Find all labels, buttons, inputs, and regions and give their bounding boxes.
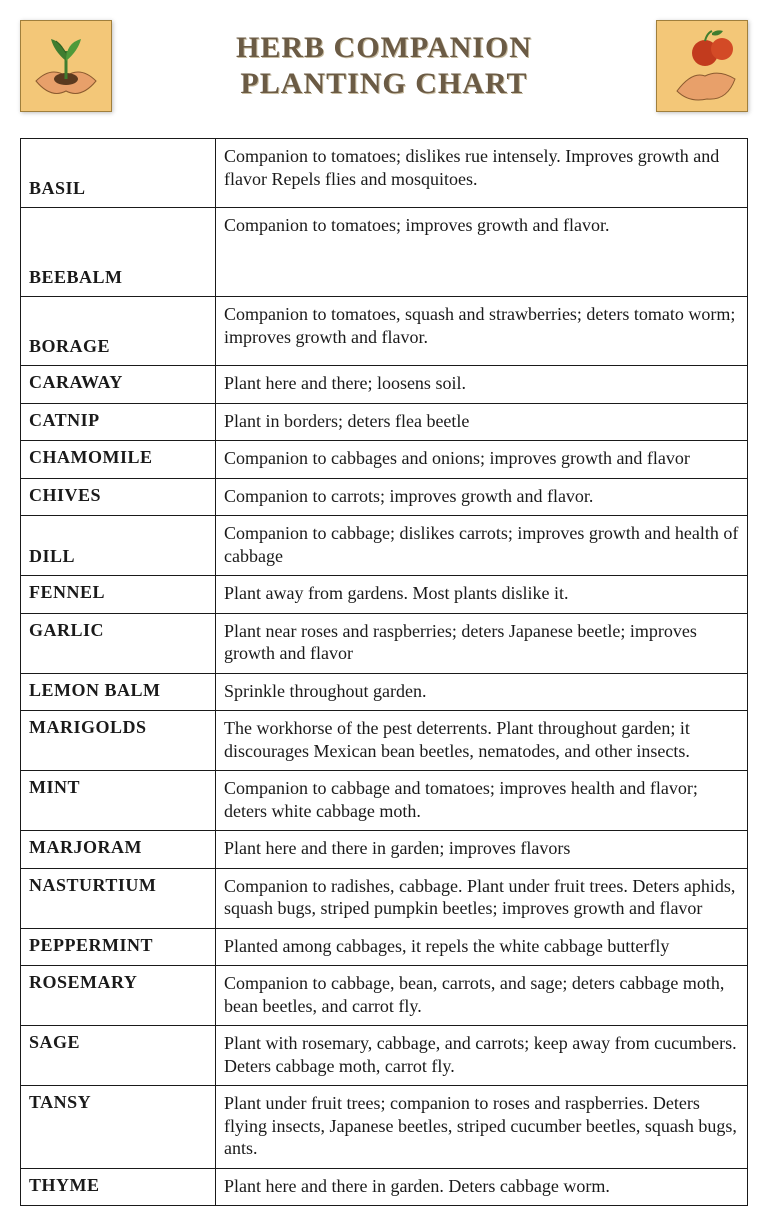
herb-name: BEEBALM	[21, 208, 216, 297]
herb-name: CARAWAY	[21, 366, 216, 404]
herb-name: SAGE	[21, 1026, 216, 1086]
table-row: DILLCompanion to cabbage; dislikes carro…	[21, 516, 748, 576]
table-row: BEEBALMCompanion to tomatoes; improves g…	[21, 208, 748, 297]
herb-description: Plant under fruit trees; companion to ro…	[216, 1086, 748, 1169]
hands-holding-sprout-icon	[20, 20, 112, 112]
table-row: BASILCompanion to tomatoes; dislikes rue…	[21, 139, 748, 208]
herb-description: Companion to cabbage, bean, carrots, and…	[216, 966, 748, 1026]
herb-description: Companion to radishes, cabbage. Plant un…	[216, 868, 748, 928]
herb-description: The workhorse of the pest deterrents. Pl…	[216, 711, 748, 771]
hand-with-apples-icon	[656, 20, 748, 112]
herb-description: Companion to cabbages and onions; improv…	[216, 441, 748, 479]
herb-description: Companion to cabbage; dislikes carrots; …	[216, 516, 748, 576]
title-line-1: HERB COMPANION	[236, 31, 532, 64]
herb-name: ROSEMARY	[21, 966, 216, 1026]
herb-description: Sprinkle throughout garden.	[216, 673, 748, 711]
herb-name: TANSY	[21, 1086, 216, 1169]
herb-name: MINT	[21, 771, 216, 831]
herb-name: BASIL	[21, 139, 216, 208]
table-row: BORAGECompanion to tomatoes, squash and …	[21, 297, 748, 366]
herb-description: Companion to cabbage and tomatoes; impro…	[216, 771, 748, 831]
document-page: HERB COMPANION PLANTING CHART BASILCompa…	[0, 0, 768, 1226]
herb-description: Plant away from gardens. Most plants dis…	[216, 576, 748, 614]
herb-description: Plant here and there in garden. Deters c…	[216, 1168, 748, 1206]
table-row: CHIVESCompanion to carrots; improves gro…	[21, 478, 748, 516]
title-line-2: PLANTING CHART	[240, 67, 527, 100]
herb-name: LEMON BALM	[21, 673, 216, 711]
herb-description: Plant here and there in garden; improves…	[216, 831, 748, 869]
herb-description: Plant in borders; deters flea beetle	[216, 403, 748, 441]
table-row: MINTCompanion to cabbage and tomatoes; i…	[21, 771, 748, 831]
table-row: MARJORAMPlant here and there in garden; …	[21, 831, 748, 869]
table-row: MARIGOLDSThe workhorse of the pest deter…	[21, 711, 748, 771]
herb-name: NASTURTIUM	[21, 868, 216, 928]
herb-description: Plant here and there; loosens soil.	[216, 366, 748, 404]
page-title: HERB COMPANION PLANTING CHART	[112, 30, 656, 102]
herb-name: MARIGOLDS	[21, 711, 216, 771]
herb-name: FENNEL	[21, 576, 216, 614]
herb-name: CATNIP	[21, 403, 216, 441]
planting-chart-table: BASILCompanion to tomatoes; dislikes rue…	[20, 138, 748, 1206]
table-row: ROSEMARYCompanion to cabbage, bean, carr…	[21, 966, 748, 1026]
herb-name: BORAGE	[21, 297, 216, 366]
table-row: CHAMOMILECompanion to cabbages and onion…	[21, 441, 748, 479]
table-row: TANSYPlant under fruit trees; companion …	[21, 1086, 748, 1169]
title-block: HERB COMPANION PLANTING CHART	[112, 20, 656, 102]
table-row: FENNELPlant away from gardens. Most plan…	[21, 576, 748, 614]
herb-name: MARJORAM	[21, 831, 216, 869]
herb-name: GARLIC	[21, 613, 216, 673]
herb-name: DILL	[21, 516, 216, 576]
table-row: THYMEPlant here and there in garden. Det…	[21, 1168, 748, 1206]
table-row: GARLICPlant near roses and raspberries; …	[21, 613, 748, 673]
table-row: CATNIPPlant in borders; deters flea beet…	[21, 403, 748, 441]
herb-description: Planted among cabbages, it repels the wh…	[216, 928, 748, 966]
herb-description: Companion to tomatoes; dislikes rue inte…	[216, 139, 748, 208]
herb-name: PEPPERMINT	[21, 928, 216, 966]
herb-name: CHAMOMILE	[21, 441, 216, 479]
herb-description: Plant with rosemary, cabbage, and carrot…	[216, 1026, 748, 1086]
herb-description: Plant near roses and raspberries; deters…	[216, 613, 748, 673]
table-row: SAGEPlant with rosemary, cabbage, and ca…	[21, 1026, 748, 1086]
herb-name: CHIVES	[21, 478, 216, 516]
herb-description: Companion to tomatoes; improves growth a…	[216, 208, 748, 297]
table-row: PEPPERMINTPlanted among cabbages, it rep…	[21, 928, 748, 966]
herb-description: Companion to tomatoes, squash and strawb…	[216, 297, 748, 366]
table-row: NASTURTIUMCompanion to radishes, cabbage…	[21, 868, 748, 928]
herb-name: THYME	[21, 1168, 216, 1206]
herb-description: Companion to carrots; improves growth an…	[216, 478, 748, 516]
table-row: CARAWAYPlant here and there; loosens soi…	[21, 366, 748, 404]
header: HERB COMPANION PLANTING CHART	[20, 20, 748, 130]
table-row: LEMON BALMSprinkle throughout garden.	[21, 673, 748, 711]
